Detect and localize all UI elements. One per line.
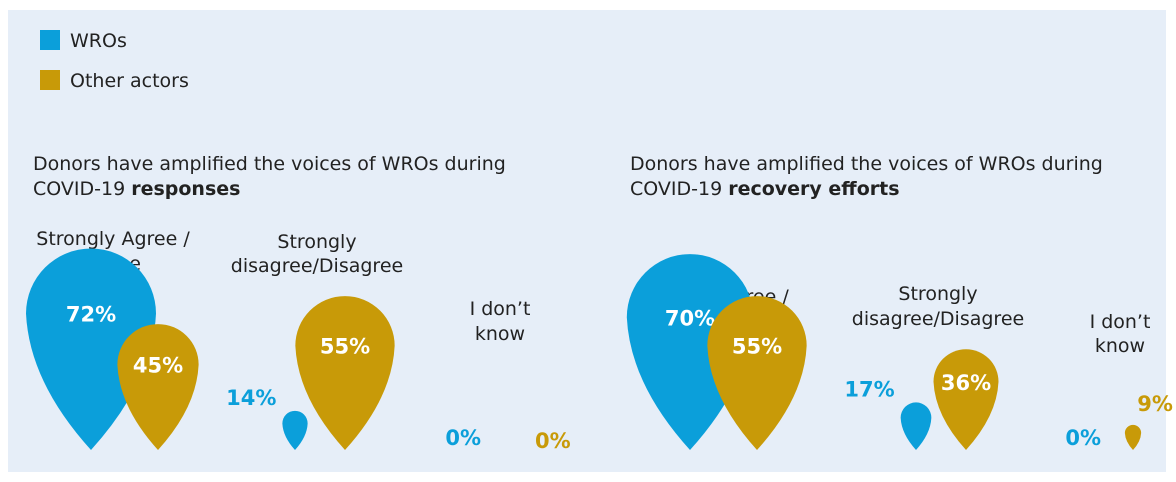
panel-title-emphasis: responses xyxy=(131,178,240,200)
legend-label: WROs xyxy=(70,30,127,52)
value-label: 36% xyxy=(941,371,991,395)
value-label: 55% xyxy=(732,335,782,359)
category-label: know xyxy=(1095,335,1145,357)
category-label: I don’t xyxy=(470,298,531,320)
value-label: 17% xyxy=(844,377,894,401)
legend-label: Other actors xyxy=(70,70,189,92)
panel-title: Donors have amplified the voices of WROs… xyxy=(33,153,506,175)
category-label: Strongly xyxy=(898,283,977,305)
legend-swatch xyxy=(40,30,60,50)
drop xyxy=(26,248,156,450)
category-label: I don’t xyxy=(1090,311,1151,333)
value-label: 0% xyxy=(445,426,481,450)
category-label: disagree/Disagree xyxy=(852,308,1024,330)
category-label: disagree/Disagree xyxy=(231,255,403,277)
panel-title-part: COVID-19 xyxy=(33,178,125,200)
drop xyxy=(1124,424,1142,450)
category-label: know xyxy=(475,323,525,345)
value-label: 45% xyxy=(133,354,183,378)
value-label: 9% xyxy=(1137,392,1173,416)
drop xyxy=(282,410,308,450)
drop xyxy=(933,349,999,450)
panel-title: Donors have amplified the voices of WROs… xyxy=(630,153,1103,175)
panel-title-part: COVID-19 xyxy=(630,178,722,200)
value-label: 70% xyxy=(665,306,715,330)
value-label: 72% xyxy=(66,303,116,327)
value-label: 14% xyxy=(226,386,276,410)
value-label: 0% xyxy=(535,429,571,453)
drop xyxy=(707,296,807,450)
value-label: 55% xyxy=(320,335,370,359)
drop xyxy=(295,296,395,450)
panel-title: COVID-19 recovery efforts xyxy=(630,178,900,200)
panel-title-emphasis: recovery efforts xyxy=(728,178,899,200)
drop xyxy=(900,402,932,450)
category-label: Strongly Agree / xyxy=(36,228,190,250)
category-label: Strongly xyxy=(277,231,356,253)
legend-swatch xyxy=(40,70,60,90)
value-label: 0% xyxy=(1065,426,1101,450)
drop xyxy=(626,254,754,450)
panel-title: COVID-19 responses xyxy=(33,178,240,200)
drop xyxy=(117,324,199,450)
